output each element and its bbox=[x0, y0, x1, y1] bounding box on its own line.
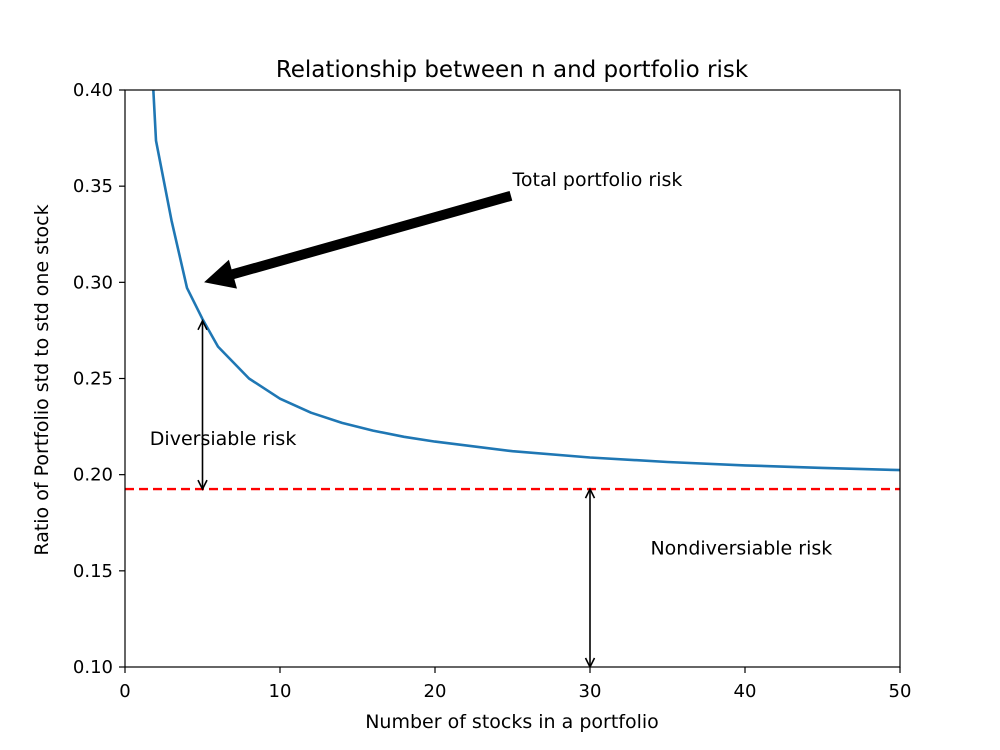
annotation-label: Total portfolio risk bbox=[512, 169, 683, 191]
y-axis: 0.10 0.15 0.20 0.25 0.30 0.35 0.40 bbox=[73, 80, 125, 678]
double-arrow bbox=[197, 319, 208, 491]
y-tick-label: 0.25 bbox=[73, 369, 113, 390]
x-tick-label: 30 bbox=[579, 681, 602, 702]
y-tick-label: 0.35 bbox=[73, 176, 113, 197]
x-axis-label: Number of stocks in a portfolio bbox=[365, 711, 659, 733]
clipped-marks bbox=[125, 90, 900, 491]
x-tick-label: 40 bbox=[734, 681, 757, 702]
y-tick-label: 0.20 bbox=[73, 465, 113, 486]
total-risk-arrow bbox=[204, 191, 513, 289]
annotation-label: Nondiversiable risk bbox=[650, 537, 832, 559]
x-tick-label: 20 bbox=[424, 681, 447, 702]
y-tick-label: 0.15 bbox=[73, 561, 113, 582]
y-tick-label: 0.30 bbox=[73, 272, 113, 293]
y-tick-label: 0.10 bbox=[73, 657, 113, 678]
x-tick-label: 0 bbox=[119, 681, 130, 702]
y-tick-label: 0.40 bbox=[73, 80, 113, 101]
x-axis: 0 10 20 30 40 50 bbox=[119, 667, 911, 702]
x-tick-label: 10 bbox=[269, 681, 292, 702]
double-arrow bbox=[584, 487, 596, 669]
series-line bbox=[152, 90, 900, 472]
chart-title: Relationship between n and portfolio ris… bbox=[276, 57, 749, 83]
plot-area bbox=[125, 90, 900, 491]
x-tick-label: 50 bbox=[889, 681, 912, 702]
y-axis-label: Ratio of Portfolio std to std one stock bbox=[31, 204, 53, 555]
annotation-label: Diversiable risk bbox=[150, 428, 297, 450]
annotations: Total portfolio risk Diversiable risk Nond… bbox=[150, 169, 832, 669]
